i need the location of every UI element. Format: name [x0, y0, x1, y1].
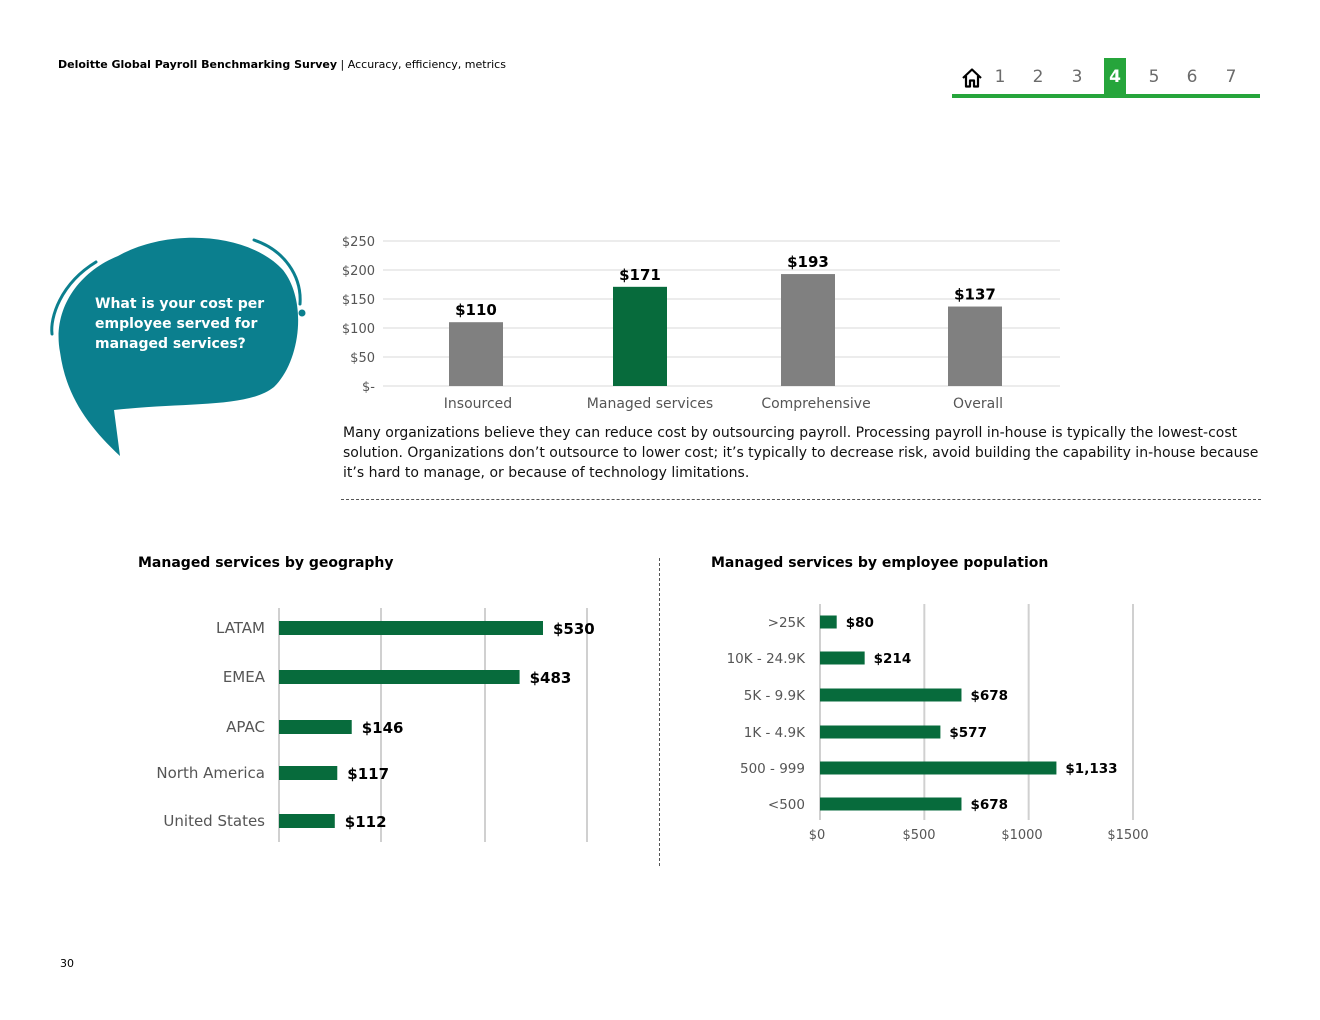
category-label: United States	[163, 812, 265, 830]
y-tick-label: $200	[342, 264, 375, 279]
x-tick-label: $1500	[1107, 828, 1148, 843]
x-tick-label: Insourced	[444, 396, 512, 412]
column-divider	[659, 558, 660, 866]
x-tick-label: Comprehensive	[761, 396, 870, 412]
nav-page-4[interactable]: 4	[1104, 58, 1126, 96]
category-label: 5K - 9.9K	[744, 688, 806, 704]
geo-bar-1	[279, 670, 520, 684]
data-label: $112	[345, 813, 387, 831]
population-bar-2	[820, 688, 962, 702]
question-text: What is your cost per employee served fo…	[95, 296, 265, 352]
page-number: 30	[60, 957, 74, 970]
y-tick-label: $150	[342, 293, 375, 308]
population-bar-5	[820, 797, 962, 811]
x-tick-label: $500	[902, 828, 935, 843]
bar-0	[449, 322, 503, 386]
nav-page-3[interactable]: 3	[1071, 67, 1083, 87]
section-subtitle: | Accuracy, efficiency, metrics	[337, 58, 506, 71]
category-label: 500 - 999	[740, 761, 805, 777]
category-label: <500	[768, 797, 805, 813]
data-label: $117	[347, 765, 389, 783]
data-label: $214	[874, 651, 912, 667]
bar-1	[613, 286, 667, 386]
speech-bubble	[50, 237, 306, 456]
y-tick-label: $50	[350, 351, 375, 366]
bar-2	[781, 274, 835, 386]
description-text: Many organizations believe they can redu…	[343, 425, 1259, 481]
page-navigation: 1 2 3 4 5 6 7	[952, 58, 1260, 98]
data-label: $193	[787, 253, 829, 271]
data-label: $678	[970, 688, 1008, 704]
category-label: >25K	[768, 615, 806, 631]
category-label: APAC	[226, 718, 265, 736]
data-label: $1,133	[1065, 761, 1117, 777]
category-label: 10K - 24.9K	[727, 651, 807, 667]
data-label: $577	[949, 725, 987, 741]
nav-page-5[interactable]: 5	[1148, 67, 1160, 87]
nav-page-7[interactable]: 7	[1225, 67, 1237, 87]
population-bar-4	[820, 761, 1057, 775]
data-label: $80	[846, 615, 874, 631]
x-tick-label: Overall	[953, 396, 1003, 412]
y-tick-label: $-	[362, 380, 375, 395]
category-label: 1K - 4.9K	[744, 725, 806, 741]
data-label: $146	[362, 719, 404, 737]
data-label: $483	[530, 669, 572, 687]
data-label: $137	[954, 286, 996, 304]
population-bar-1	[820, 651, 865, 665]
geo-bar-3	[279, 766, 338, 780]
population-bar-0	[820, 615, 837, 629]
x-tick-label: $0	[809, 828, 826, 843]
document-header: Deloitte Global Payroll Benchmarking Sur…	[58, 58, 506, 71]
home-icon[interactable]	[961, 67, 983, 89]
survey-title: Deloitte Global Payroll Benchmarking Sur…	[58, 58, 338, 71]
bar-3	[948, 306, 1002, 386]
x-tick-label: Managed services	[587, 396, 713, 412]
geo-bar-4	[279, 814, 335, 828]
category-label: EMEA	[223, 668, 266, 686]
y-tick-label: $250	[342, 235, 375, 250]
nav-page-2[interactable]: 2	[1032, 67, 1044, 87]
nav-page-1[interactable]: 1	[994, 67, 1006, 87]
x-tick-label: $1000	[1001, 828, 1042, 843]
section-divider	[341, 499, 1261, 500]
geo-bar-0	[279, 621, 543, 635]
data-label: $530	[553, 620, 595, 638]
population-chart-title: Managed services by employee population	[711, 555, 1049, 571]
category-label: LATAM	[216, 619, 265, 637]
nav-page-6[interactable]: 6	[1186, 67, 1198, 87]
nav-underline	[952, 94, 1260, 98]
category-label: North America	[156, 764, 265, 782]
geo-chart-title: Managed services by geography	[138, 555, 394, 571]
geo-bar-2	[279, 720, 352, 734]
data-label: $678	[970, 797, 1008, 813]
data-label: $171	[619, 266, 661, 284]
y-tick-label: $100	[342, 322, 375, 337]
data-label: $110	[455, 301, 497, 319]
population-bar-3	[820, 725, 941, 739]
